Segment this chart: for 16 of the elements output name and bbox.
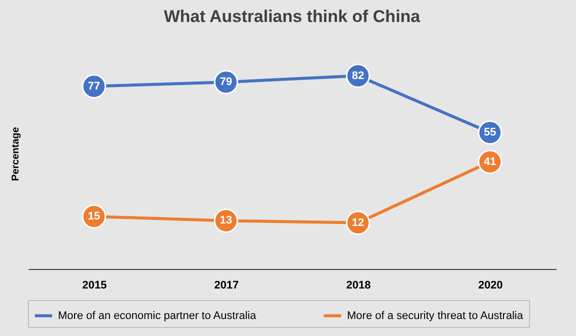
y-axis-title: Percentage (10, 126, 22, 181)
legend-label: More of a security threat to Australia (347, 310, 524, 322)
x-tick-label: 2015 (82, 280, 107, 292)
data-label: 13 (220, 214, 232, 227)
x-tick-label: 2018 (346, 280, 371, 292)
legend-label: More of an economic partner to Australia (58, 310, 257, 322)
data-label: 79 (220, 76, 232, 88)
data-label: 41 (484, 156, 496, 168)
chart-title: What Australians think of China (164, 7, 421, 26)
x-tick-label: 2017 (214, 280, 239, 292)
data-label: 77 (88, 80, 100, 92)
data-label: 15 (88, 210, 100, 222)
data-label: 12 (352, 216, 364, 229)
data-label: 82 (352, 70, 364, 82)
x-tick-label: 2020 (478, 280, 503, 292)
data-label: 55 (484, 126, 496, 138)
